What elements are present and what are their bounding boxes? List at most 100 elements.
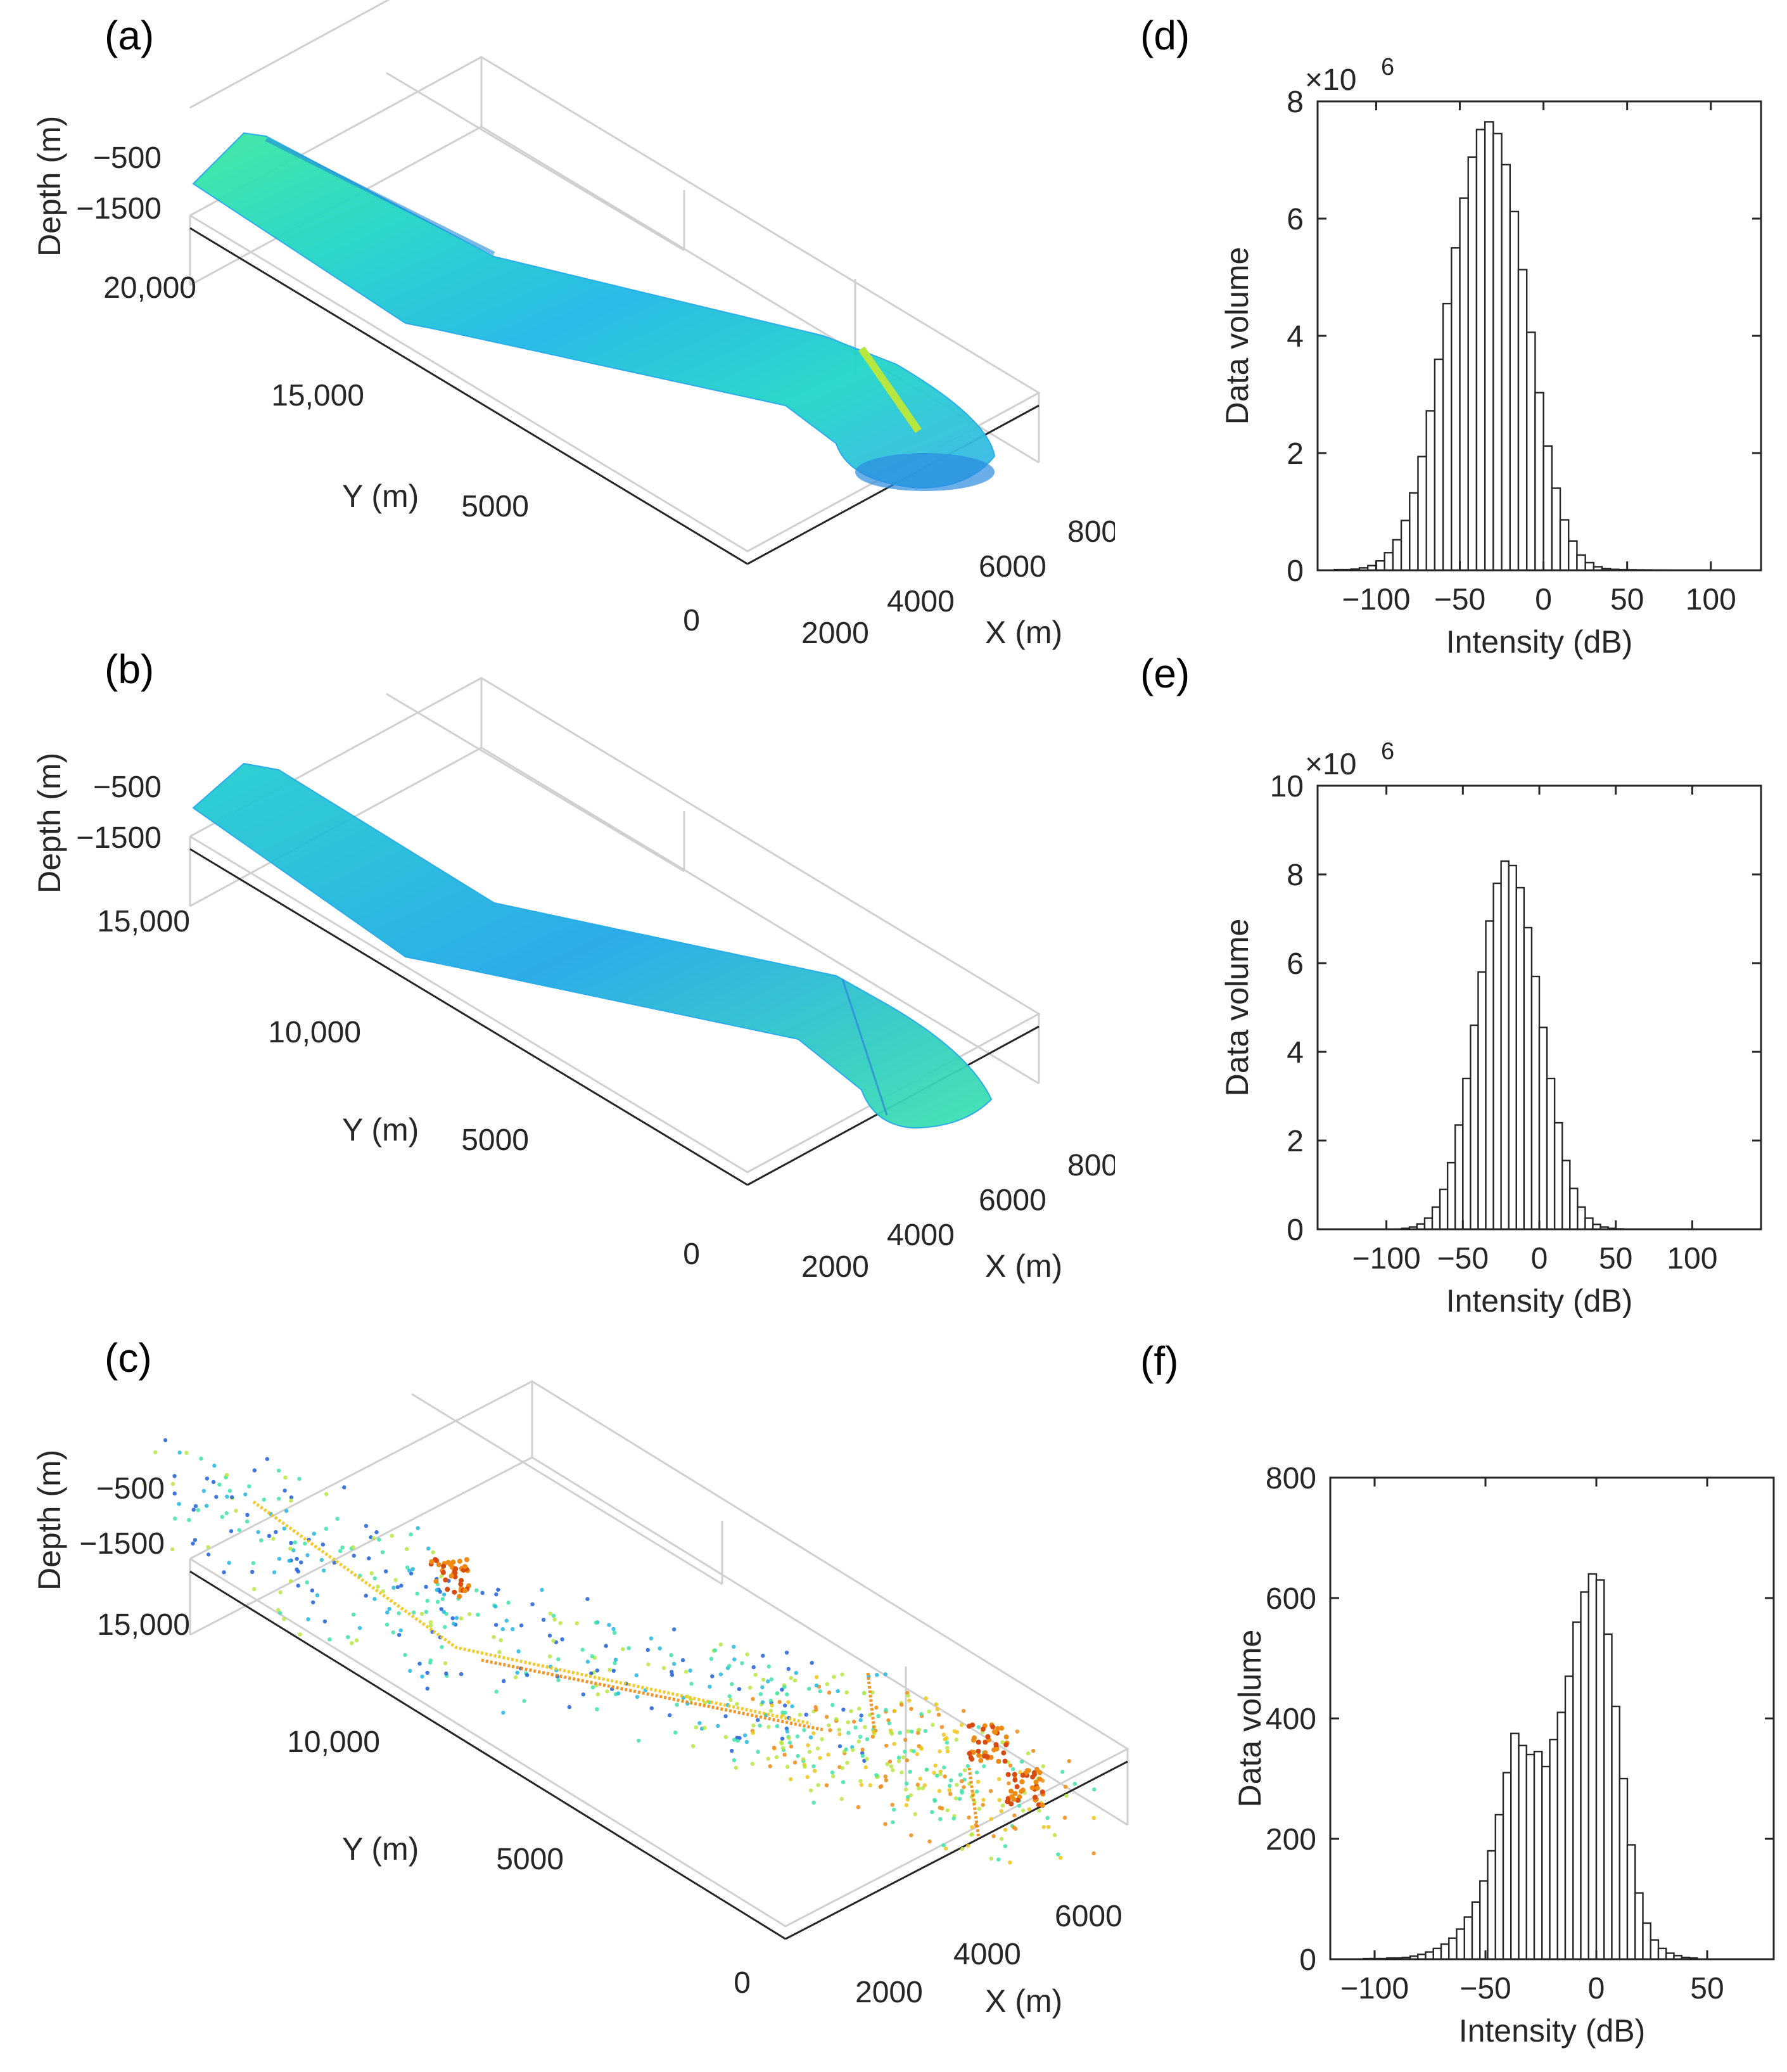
anomaly-point [851, 1748, 855, 1752]
z-tick-b-1: −1500 [76, 821, 162, 855]
x-axis-label: Intensity (dB) [1446, 624, 1633, 660]
anomaly-point [747, 1685, 753, 1690]
anomaly-point [836, 1689, 840, 1694]
anomaly-point [853, 1725, 858, 1730]
anomaly-point [436, 1562, 442, 1568]
anomaly-point [810, 1661, 814, 1665]
panel-label-d: (d) [1140, 13, 1190, 58]
anomaly-point [989, 1857, 994, 1861]
anomaly-point [780, 1736, 785, 1741]
anomaly-point [494, 1689, 499, 1694]
anomaly-point [443, 1577, 448, 1583]
x-tick-b-1: 4000 [887, 1218, 955, 1252]
panel-f-histogram: (f) −100 −50 0 50 0 200 400 600 800 Intensity (dB… [1140, 1338, 1775, 2049]
anomaly-point [906, 1694, 910, 1698]
anomaly-point [1003, 1734, 1009, 1740]
anomaly-point [590, 1654, 594, 1659]
anomaly-point [220, 1514, 224, 1519]
anomaly-point [930, 1810, 934, 1814]
anomaly-point [252, 1587, 257, 1591]
anomaly-point [547, 1634, 552, 1638]
anomaly-point [938, 1749, 942, 1754]
y-label-b: Y (m) [342, 1112, 419, 1148]
anomaly-point [981, 1798, 986, 1802]
anomaly-point [945, 1746, 950, 1750]
anomaly-point [760, 1685, 765, 1689]
histogram-bar [1431, 1206, 1441, 1231]
histogram-bar [1446, 1161, 1456, 1231]
anomaly-point [845, 1760, 849, 1765]
anomaly-point [1072, 1782, 1078, 1786]
anomaly-point [807, 1749, 812, 1754]
histogram-bar [1484, 121, 1494, 572]
anomaly-point [1005, 1772, 1011, 1777]
histogram-bar [1392, 539, 1402, 572]
anomaly-point [501, 1710, 506, 1715]
anomaly-point [970, 1749, 976, 1755]
anomaly-point [951, 1816, 956, 1820]
anomaly-point [960, 1846, 965, 1851]
anomaly-point [397, 1633, 402, 1637]
anomaly-point [387, 1606, 391, 1611]
anomaly-point [312, 1532, 316, 1536]
anomaly-point [494, 1592, 499, 1597]
anomaly-point [787, 1736, 791, 1741]
anomaly-point [493, 1604, 498, 1609]
anomaly-point [834, 1717, 839, 1722]
anomaly-point [955, 1782, 959, 1787]
histogram-plot-f: −100 −50 0 50 0 200 400 600 800 Intensity (dB) Dat… [1232, 1462, 1775, 2049]
anomaly-point [761, 1677, 766, 1682]
histogram-bar [1569, 1187, 1579, 1231]
anomaly-point [969, 1832, 974, 1837]
anomaly-point [1008, 1801, 1014, 1807]
histogram-bar [1517, 269, 1528, 572]
anomaly-point [883, 1672, 887, 1677]
anomaly-point [372, 1576, 377, 1581]
anomaly-point [177, 1502, 181, 1506]
anomaly-point [884, 1708, 888, 1712]
anomaly-point [903, 1737, 908, 1742]
anomaly-point [903, 1749, 907, 1754]
anomaly-point [187, 1518, 191, 1522]
histogram-bar [1485, 920, 1494, 1231]
anomaly-point [718, 1642, 723, 1647]
anomaly-point [903, 1787, 908, 1792]
anomaly-point [247, 1484, 251, 1488]
anomaly-point [789, 1744, 794, 1749]
anomaly-point [467, 1612, 472, 1616]
anomaly-point [830, 1703, 835, 1707]
anomaly-point [924, 1767, 929, 1772]
z-tick-b-0: −500 [93, 771, 162, 804]
anomaly-point [889, 1764, 894, 1768]
anomaly-point [611, 1627, 616, 1632]
anomaly-point [173, 1516, 177, 1521]
anomaly-point [694, 1725, 699, 1730]
anomaly-point [815, 1746, 820, 1751]
anomaly-point [459, 1616, 464, 1621]
histogram-bar [1523, 926, 1533, 1231]
anomaly-point [732, 1644, 736, 1649]
anomaly-point [967, 1815, 971, 1820]
anomaly-point [1003, 1827, 1008, 1832]
anomaly-point [245, 1512, 250, 1517]
anomaly-point [506, 1601, 511, 1605]
anomaly-point [227, 1561, 231, 1565]
y-tick-c-0: 0 [734, 1966, 751, 2000]
anomaly-point [832, 1675, 836, 1679]
anomaly-point [824, 1783, 829, 1787]
x-tick-c-0: 2000 [855, 1976, 923, 2009]
histogram-bar [1584, 561, 1595, 572]
anomaly-point [974, 1789, 979, 1794]
anomaly-point [661, 1666, 666, 1670]
anomaly-point [931, 1722, 935, 1727]
anomaly-point [938, 1772, 943, 1776]
anomaly-point [613, 1630, 617, 1635]
anomaly-point [283, 1475, 288, 1480]
anomaly-point [761, 1653, 765, 1658]
histogram-bar [1494, 1813, 1504, 1960]
anomaly-point [697, 1721, 702, 1725]
x-tick-b-3: 8000 [1067, 1149, 1115, 1182]
z-label-c: Depth (m) [32, 1450, 67, 1590]
y-tick-b-0: 0 [683, 1237, 700, 1271]
anomaly-point [305, 1580, 309, 1585]
